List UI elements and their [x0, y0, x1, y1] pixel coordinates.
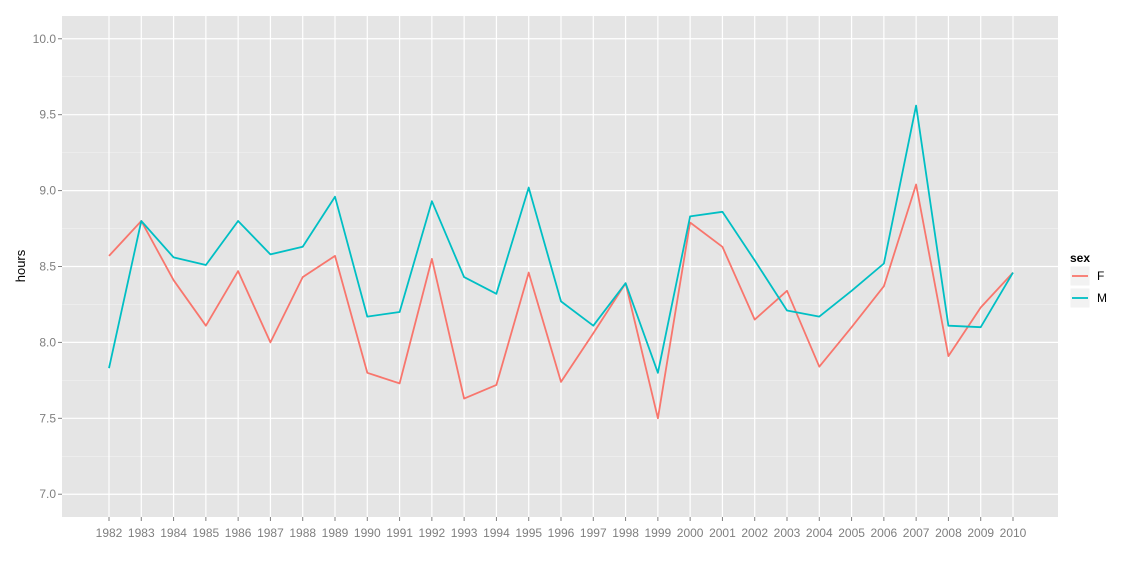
x-tick-label: 1989 — [322, 526, 349, 540]
x-tick-label: 2008 — [935, 526, 962, 540]
x-tick-label: 1987 — [257, 526, 284, 540]
legend-keys: FM — [1069, 265, 1107, 309]
x-tick-label: 1995 — [515, 526, 542, 540]
series-line-M — [108, 104, 1014, 374]
major-grid — [62, 16, 1058, 517]
x-tick-label: 1990 — [354, 526, 381, 540]
legend-label: F — [1097, 269, 1104, 283]
y-tick-label: 7.0 — [39, 487, 56, 501]
x-tick-label: 1988 — [289, 526, 316, 540]
y-tick-label: 10.0 — [33, 32, 57, 46]
x-tick-label: 1996 — [548, 526, 575, 540]
series-line-F — [108, 183, 1014, 420]
x-tick-label: 1992 — [419, 526, 446, 540]
x-tick-label: 2005 — [838, 526, 865, 540]
x-tick-label: 2003 — [774, 526, 801, 540]
y-tick-label: 8.0 — [39, 335, 56, 349]
x-tick-label: 1998 — [612, 526, 639, 540]
series-lines — [108, 104, 1014, 420]
x-tick-label: 2001 — [709, 526, 736, 540]
y-axis-title: hours — [13, 249, 28, 282]
x-tick-label: 1985 — [193, 526, 220, 540]
x-tick-label: 2006 — [871, 526, 898, 540]
x-tick-label: 2010 — [1000, 526, 1027, 540]
y-tick-label: 7.5 — [39, 411, 56, 425]
x-tick-label: 2000 — [677, 526, 704, 540]
x-tick-label: 2007 — [903, 526, 930, 540]
x-axis-ticks: 1982 1983 1984 1985 1986 1987 1988 1989 1990 1991… — [96, 517, 1027, 540]
x-tick-label: 1994 — [483, 526, 510, 540]
x-tick-label: 1982 — [96, 526, 123, 540]
x-tick-label: 1993 — [451, 526, 478, 540]
legend: sex FM — [1069, 251, 1107, 309]
x-tick-label: 1986 — [225, 526, 252, 540]
x-tick-label: 2004 — [806, 526, 833, 540]
x-tick-label: 2009 — [967, 526, 994, 540]
x-tick-label: 1997 — [580, 526, 607, 540]
x-tick-label: 1991 — [386, 526, 413, 540]
x-tick-label: 1983 — [128, 526, 155, 540]
x-tick-label: 1999 — [645, 526, 672, 540]
y-tick-label: 8.5 — [39, 260, 56, 274]
y-tick-label: 9.0 — [39, 184, 56, 198]
x-tick-label: 1984 — [160, 526, 187, 540]
y-axis-ticks: 7.0 7.5 8.0 8.5 9.0 9.5 10.0 — [33, 32, 62, 501]
x-tick-label: 2002 — [741, 526, 768, 540]
legend-title: sex — [1070, 251, 1090, 265]
legend-label: M — [1097, 291, 1107, 305]
y-tick-label: 9.5 — [39, 108, 56, 122]
